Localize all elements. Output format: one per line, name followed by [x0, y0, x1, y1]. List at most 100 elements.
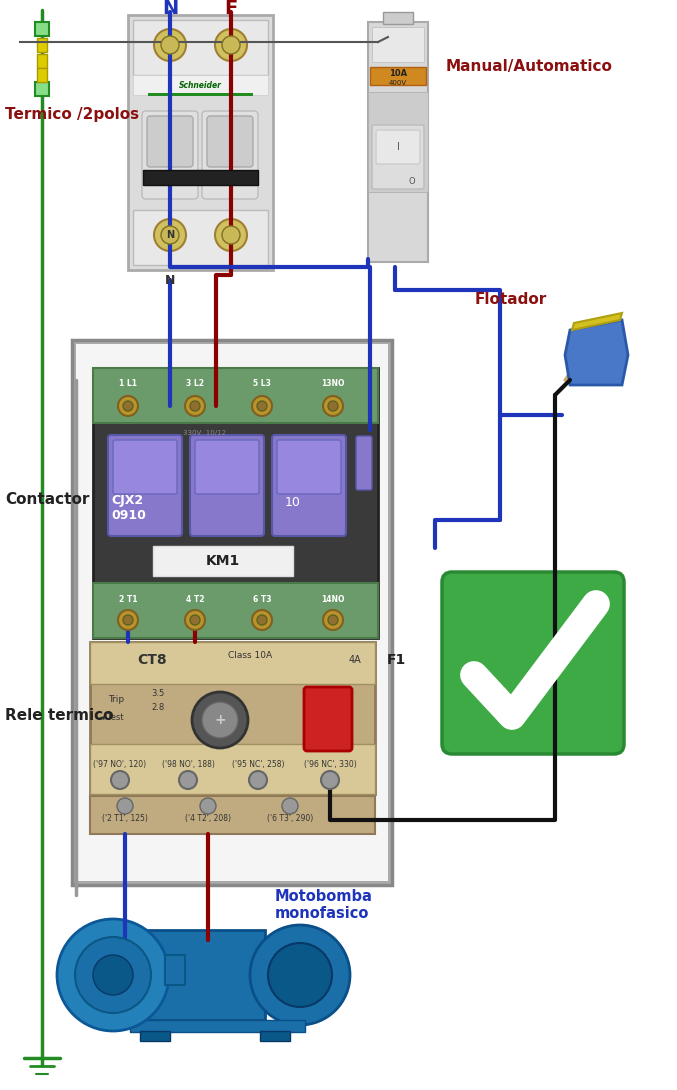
Text: Termico /2polos: Termico /2polos — [5, 108, 139, 122]
Bar — [130, 1020, 305, 1032]
Circle shape — [190, 401, 200, 411]
Bar — [153, 546, 293, 576]
Circle shape — [321, 771, 339, 789]
FancyBboxPatch shape — [304, 687, 352, 751]
Text: ('6 T3', 290): ('6 T3', 290) — [267, 813, 313, 823]
Text: ('96 NC', 330): ('96 NC', 330) — [303, 760, 356, 768]
Text: 13NO: 13NO — [322, 378, 345, 388]
Text: 3 L2: 3 L2 — [186, 378, 204, 388]
Bar — [90, 642, 375, 685]
Text: ('4 T2', 208): ('4 T2', 208) — [185, 813, 231, 823]
Text: N: N — [165, 274, 175, 287]
Bar — [372, 27, 424, 62]
Circle shape — [328, 401, 338, 411]
Bar — [93, 368, 378, 423]
Circle shape — [111, 771, 129, 789]
Bar — [260, 1031, 290, 1041]
Circle shape — [93, 955, 133, 995]
Text: Contactor: Contactor — [5, 493, 89, 508]
FancyBboxPatch shape — [108, 435, 182, 536]
Circle shape — [268, 943, 332, 1007]
FancyBboxPatch shape — [142, 111, 198, 199]
Bar — [368, 22, 428, 262]
Bar — [368, 92, 428, 192]
Circle shape — [179, 771, 197, 789]
FancyBboxPatch shape — [356, 436, 372, 490]
FancyBboxPatch shape — [147, 116, 193, 167]
Text: ('97 NO', 120): ('97 NO', 120) — [93, 760, 146, 768]
FancyBboxPatch shape — [272, 435, 346, 536]
Text: O: O — [409, 178, 415, 186]
Text: ('95 NC', 258): ('95 NC', 258) — [232, 760, 284, 768]
Circle shape — [282, 798, 298, 814]
Bar — [35, 22, 49, 36]
Circle shape — [75, 937, 151, 1013]
Text: F1: F1 — [387, 653, 406, 667]
Polygon shape — [572, 313, 622, 330]
FancyBboxPatch shape — [190, 435, 264, 536]
Circle shape — [257, 615, 267, 625]
Circle shape — [215, 29, 247, 61]
Text: ('98 NO', 188): ('98 NO', 188) — [162, 760, 215, 768]
Circle shape — [57, 919, 169, 1031]
Text: Schneider: Schneider — [179, 81, 221, 89]
Text: 4A: 4A — [349, 655, 362, 665]
Bar — [128, 15, 273, 270]
Text: 6 T3: 6 T3 — [253, 595, 271, 605]
Circle shape — [185, 396, 205, 416]
Text: 14NO: 14NO — [322, 595, 345, 605]
FancyBboxPatch shape — [277, 440, 341, 494]
Circle shape — [154, 29, 186, 61]
Bar — [90, 744, 375, 794]
Circle shape — [252, 610, 272, 630]
Text: 4 T2: 4 T2 — [185, 595, 204, 605]
Bar — [133, 210, 268, 265]
Bar — [143, 170, 258, 185]
Bar — [93, 583, 378, 638]
Text: 10A: 10A — [389, 70, 407, 78]
FancyBboxPatch shape — [195, 440, 259, 494]
Circle shape — [215, 219, 247, 251]
Circle shape — [323, 396, 343, 416]
Text: 3.5: 3.5 — [152, 690, 165, 699]
Circle shape — [192, 692, 248, 748]
Circle shape — [161, 226, 179, 244]
FancyBboxPatch shape — [372, 125, 424, 189]
Bar — [370, 66, 426, 85]
Text: 2 T1: 2 T1 — [118, 595, 137, 605]
Bar — [140, 1031, 170, 1041]
Circle shape — [249, 771, 267, 789]
Circle shape — [190, 615, 200, 625]
Text: Manual/Automatico: Manual/Automatico — [446, 60, 613, 74]
Bar — [383, 12, 413, 24]
Circle shape — [252, 396, 272, 416]
Circle shape — [123, 615, 133, 625]
Text: Motobomba
monofasico: Motobomba monofasico — [275, 888, 373, 921]
Bar — [72, 340, 392, 885]
Text: Rele termico: Rele termico — [5, 707, 114, 723]
Text: 10: 10 — [285, 497, 301, 509]
Text: Trip: Trip — [108, 695, 124, 704]
FancyBboxPatch shape — [202, 111, 258, 199]
Text: ('2 T1', 125): ('2 T1', 125) — [102, 813, 148, 823]
Circle shape — [257, 401, 267, 411]
Bar — [76, 344, 388, 881]
Bar — [37, 54, 47, 68]
Bar — [133, 20, 268, 75]
Circle shape — [250, 925, 350, 1025]
Text: 1 L1: 1 L1 — [119, 378, 137, 388]
Bar — [130, 930, 265, 1020]
FancyBboxPatch shape — [442, 572, 624, 754]
Circle shape — [328, 615, 338, 625]
Circle shape — [118, 610, 138, 630]
Text: F: F — [224, 0, 238, 17]
Bar — [90, 796, 375, 834]
Text: +: + — [214, 713, 226, 727]
Text: 5 L3: 5 L3 — [253, 378, 271, 388]
Text: 400V: 400V — [389, 80, 407, 86]
Text: ◄ Test: ◄ Test — [98, 713, 124, 722]
Circle shape — [222, 36, 240, 54]
Text: Flotador: Flotador — [475, 292, 547, 307]
Bar — [90, 642, 375, 794]
Circle shape — [222, 226, 240, 244]
